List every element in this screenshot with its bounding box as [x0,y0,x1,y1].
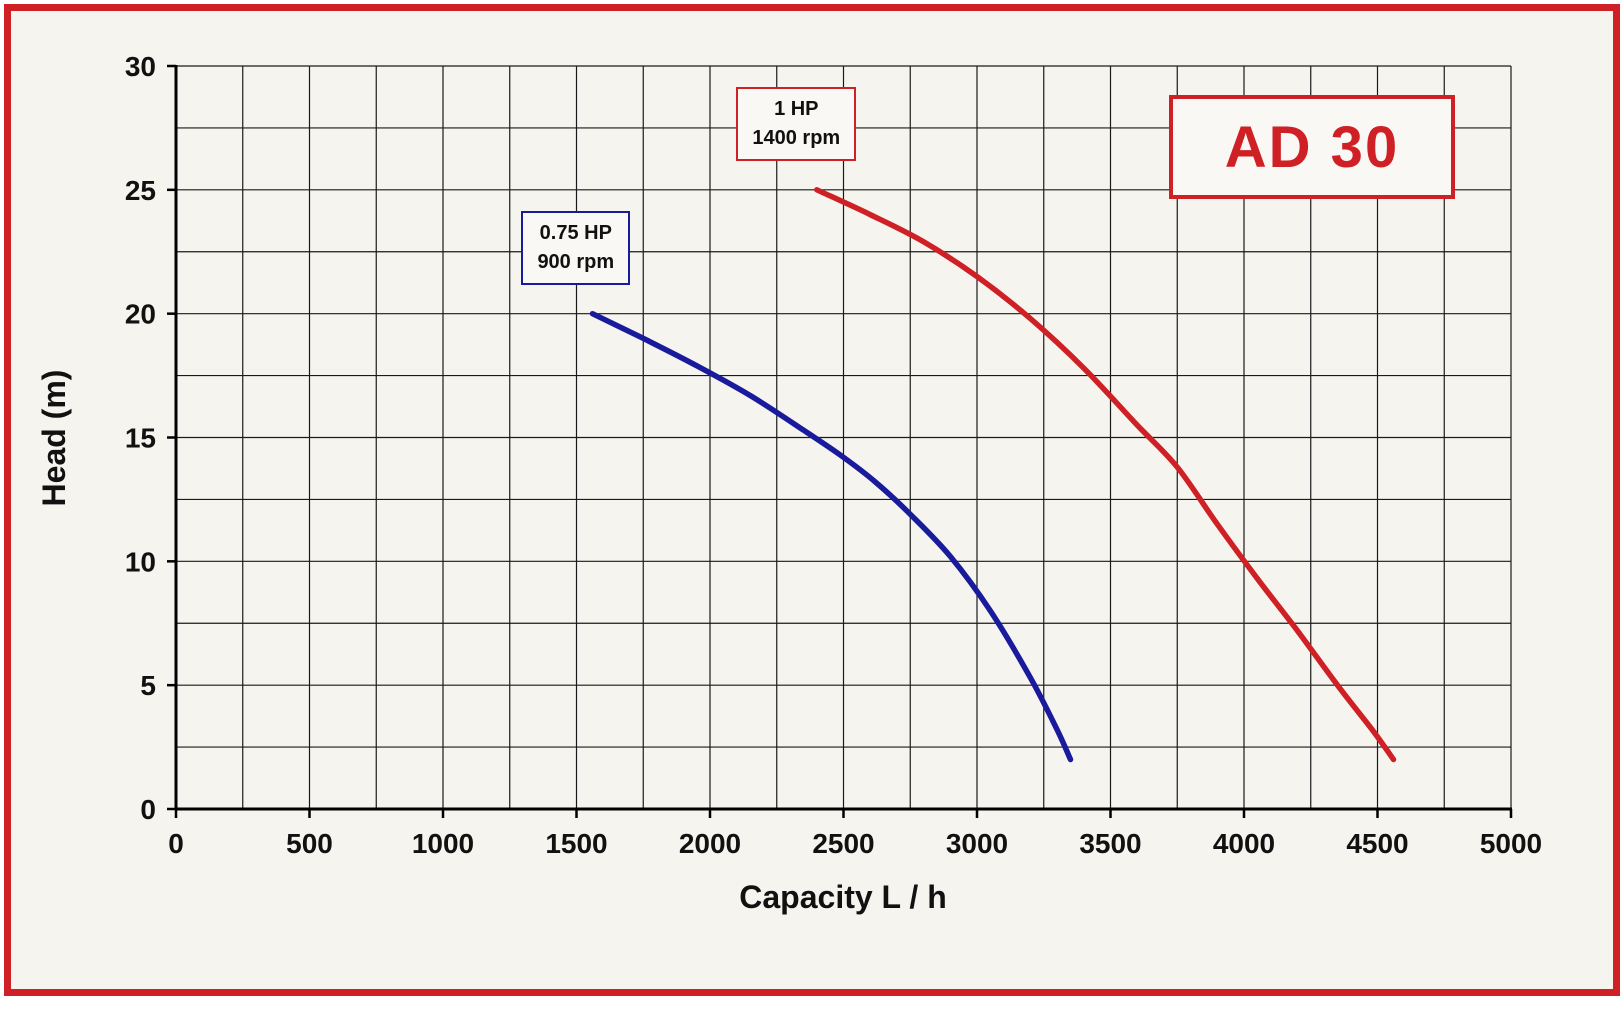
label-box-1hp: 1 HP 1400 rpm [736,87,856,161]
curve-075hp-900rpm [593,314,1071,760]
model-title: AD 30 [1225,114,1399,181]
label-box-075hp: 0.75 HP 900 rpm [521,211,630,285]
y-tick-label: 10 [125,546,156,577]
label-box-1hp-line1: 1 HP [752,95,840,124]
x-tick-label: 4500 [1346,828,1408,859]
y-tick-label: 30 [125,51,156,82]
label-box-075hp-line2: 900 rpm [537,248,614,277]
label-box-1hp-line2: 1400 rpm [752,124,840,153]
x-tick-label: 2000 [679,828,741,859]
chart-frame: 0 500 1000 1500 2000 2500 3000 3500 4000 4500 5000… [4,4,1620,996]
model-title-box: AD 30 [1169,95,1455,199]
x-tick-label: 1000 [412,828,474,859]
y-tick-label: 0 [140,794,156,825]
y-tick-label: 20 [125,299,156,330]
x-tick-label: 2500 [812,828,874,859]
y-tick-label: 5 [140,670,156,701]
x-tick-label: 4000 [1213,828,1275,859]
y-tick-label: 25 [125,175,156,206]
x-tick-label: 0 [168,828,184,859]
x-tick-label: 3500 [1079,828,1141,859]
x-tick-label: 3000 [946,828,1008,859]
x-tick-label: 500 [286,828,333,859]
x-axis-title: Capacity L / h [739,879,946,915]
y-axis-title: Head (m) [36,370,72,507]
y-tick-label: 15 [125,423,156,454]
label-box-075hp-line1: 0.75 HP [537,219,614,248]
curve-1hp-1400rpm [817,190,1394,760]
x-tick-label: 5000 [1480,828,1542,859]
x-tick-label: 1500 [545,828,607,859]
